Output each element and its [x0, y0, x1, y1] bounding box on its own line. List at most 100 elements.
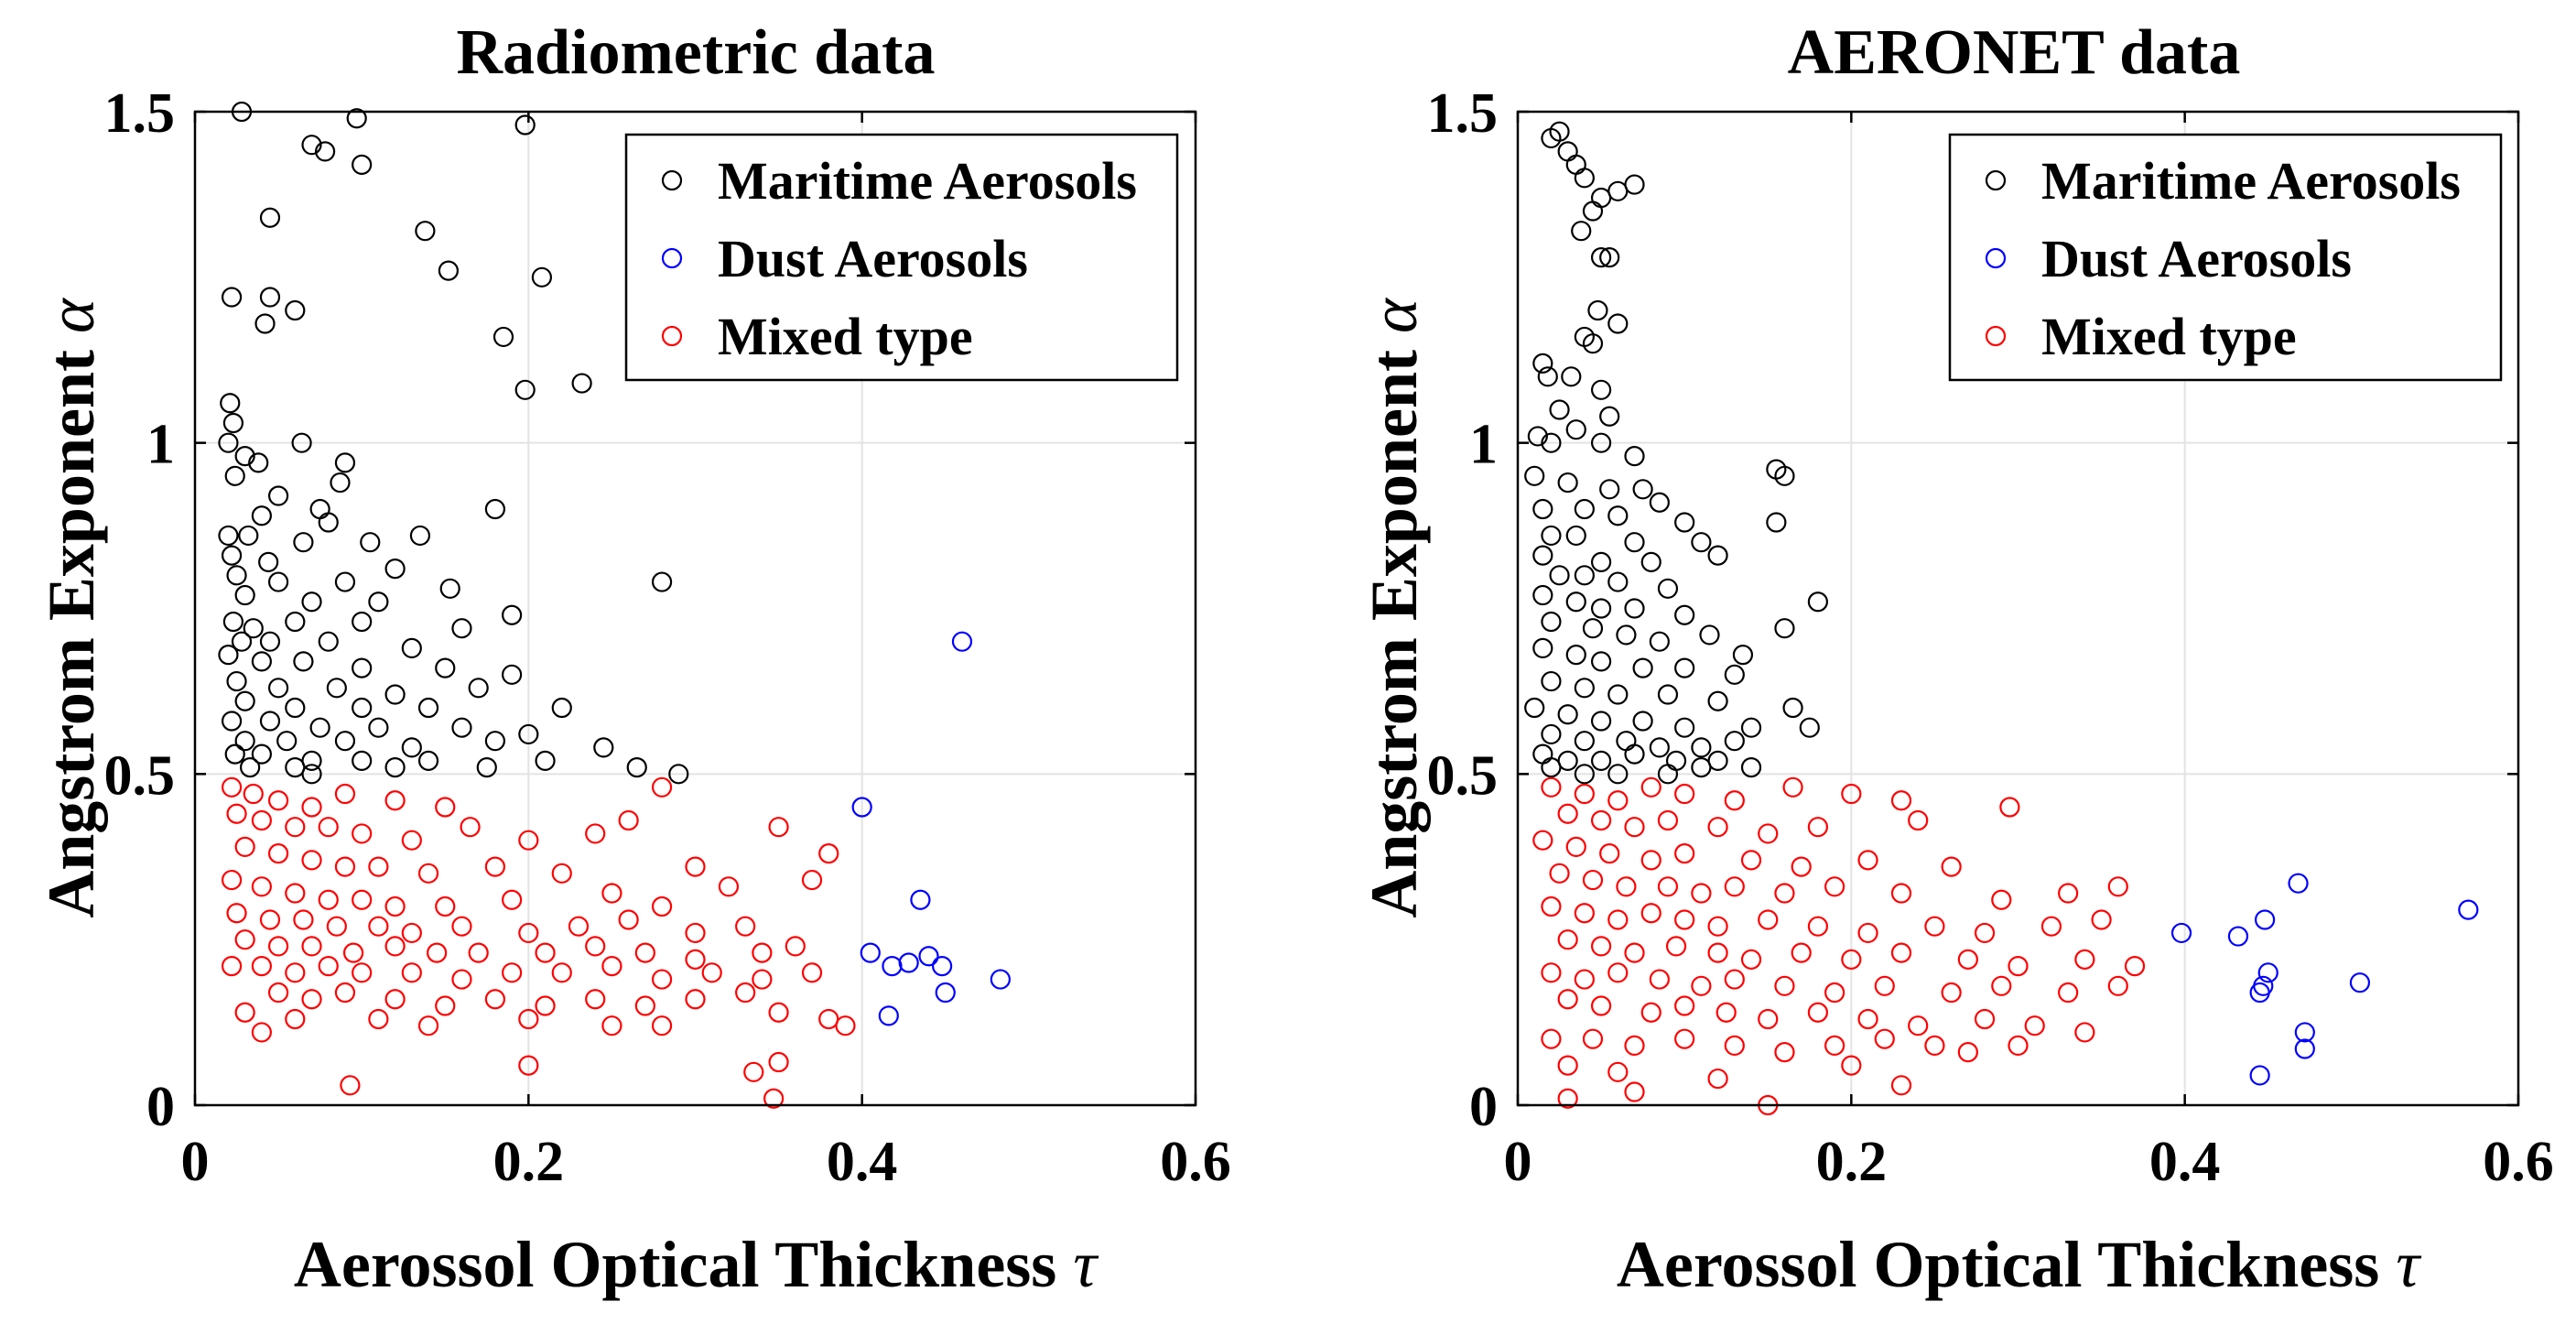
scatter-point	[1724, 876, 1745, 897]
scatter-point	[1957, 949, 1978, 970]
scatter-point	[1740, 756, 1762, 778]
scatter-point	[251, 743, 272, 765]
legend-box	[1948, 133, 2503, 382]
scatter-point	[218, 645, 239, 666]
scatter-point	[932, 955, 953, 977]
scatter-point	[318, 631, 339, 652]
plot-frame	[1516, 110, 2520, 1107]
scatter-point	[1541, 723, 1562, 745]
scatter-point	[234, 690, 255, 711]
scatter-point	[238, 525, 259, 547]
scatter-point	[352, 657, 373, 678]
scatter-point	[226, 565, 247, 586]
scatter-point	[1541, 1028, 1562, 1049]
scatter-point	[518, 1008, 539, 1030]
scatter-point	[334, 783, 356, 805]
x-tick-label: 0.6	[2483, 1131, 2554, 1193]
y-tick-label: 1	[146, 414, 175, 476]
scatter-point	[220, 393, 241, 414]
scatter-point	[1624, 1035, 1645, 1057]
scatter-point	[1616, 876, 1637, 897]
scatter-point	[1532, 584, 1553, 606]
scatter-point	[285, 299, 306, 321]
legend-entry: Mixed type	[2041, 307, 2297, 366]
scatter-point	[1574, 565, 1595, 586]
scatter-point	[1574, 498, 1595, 520]
scatter-point	[285, 1008, 306, 1030]
scatter-point	[1807, 916, 1829, 937]
legend-entry: Maritime Aerosols	[718, 151, 1137, 211]
y-tick-label: 0.5	[104, 744, 176, 807]
scatter-point	[291, 432, 312, 453]
legend-marker	[661, 247, 683, 269]
scatter-point	[222, 412, 244, 434]
scatter-point	[1674, 843, 1695, 864]
scatter-point	[1616, 731, 1637, 752]
scatter-point	[226, 803, 247, 824]
scatter-point	[221, 545, 243, 566]
scatter-point	[267, 843, 289, 864]
scatter-point	[585, 989, 606, 1010]
y-tick-label: 1	[1469, 414, 1498, 476]
scatter-point	[1824, 1035, 1845, 1057]
scatter-point	[234, 584, 255, 606]
scatter-point	[898, 952, 919, 973]
series-maritime-aerosols	[1524, 121, 1829, 785]
scatter-point	[318, 512, 339, 533]
scatter-point	[340, 1075, 361, 1096]
scatter-point	[1908, 809, 1929, 831]
scatter-point	[735, 916, 756, 937]
scatter-point	[990, 969, 1011, 990]
scatter-point	[352, 697, 373, 719]
scatter-point	[2058, 883, 2079, 904]
scatter-point	[384, 936, 406, 957]
scatter-point	[368, 717, 389, 738]
x-tick-label: 0.4	[827, 1131, 898, 1193]
scatter-point	[259, 207, 281, 228]
scatter-point	[1657, 684, 1679, 705]
scatter-point	[2255, 909, 2276, 930]
x-tick-label: 0.4	[2149, 1131, 2221, 1193]
y-axis-label: Angstrom Exponent α	[35, 298, 108, 918]
scatter-point	[1590, 750, 1612, 771]
scatter-point	[735, 982, 756, 1004]
scatter-point	[267, 790, 289, 811]
scatter-point	[285, 817, 306, 838]
scatter-point	[267, 936, 289, 957]
scatter-point	[1532, 743, 1553, 765]
scatter-point	[401, 830, 422, 851]
scatter-point	[476, 756, 497, 778]
scatter-point	[251, 651, 272, 672]
x-axis-label-text: Aerossol Optical Thickness	[1617, 1228, 2379, 1301]
scatter-point	[1532, 498, 1553, 520]
scatter-point	[360, 532, 381, 553]
scatter-point	[231, 631, 253, 652]
scatter-point	[417, 1015, 439, 1036]
scatter-point	[1599, 479, 1620, 500]
scatter-point	[1691, 883, 1712, 904]
scatter-point	[301, 936, 322, 957]
scatter-point	[1574, 764, 1595, 785]
scatter-point	[1941, 856, 1962, 877]
scatter-point	[352, 154, 373, 175]
scatter-point	[334, 571, 356, 592]
scatter-point	[1607, 764, 1629, 785]
scatter-point	[518, 922, 539, 944]
scatter-point	[502, 889, 523, 910]
scatter-point	[1565, 836, 1586, 858]
x-axis-label: Aerossol Optical Thickness τ	[294, 1228, 1099, 1301]
scatter-point	[1758, 909, 1779, 930]
y-axis-label: Angstrom Exponent α	[1358, 298, 1431, 918]
scatter-point	[251, 955, 272, 977]
scatter-point	[1724, 664, 1745, 685]
scatter-point	[685, 856, 706, 877]
scatter-point	[1549, 863, 1570, 884]
scatter-point	[438, 260, 459, 281]
scatter-point	[435, 657, 456, 678]
scatter-point	[701, 962, 722, 983]
scatter-point	[1541, 611, 1562, 633]
scatter-point	[301, 764, 322, 785]
scatter-point	[1674, 909, 1695, 930]
scatter-point	[601, 955, 622, 977]
scatter-point	[1707, 817, 1728, 838]
